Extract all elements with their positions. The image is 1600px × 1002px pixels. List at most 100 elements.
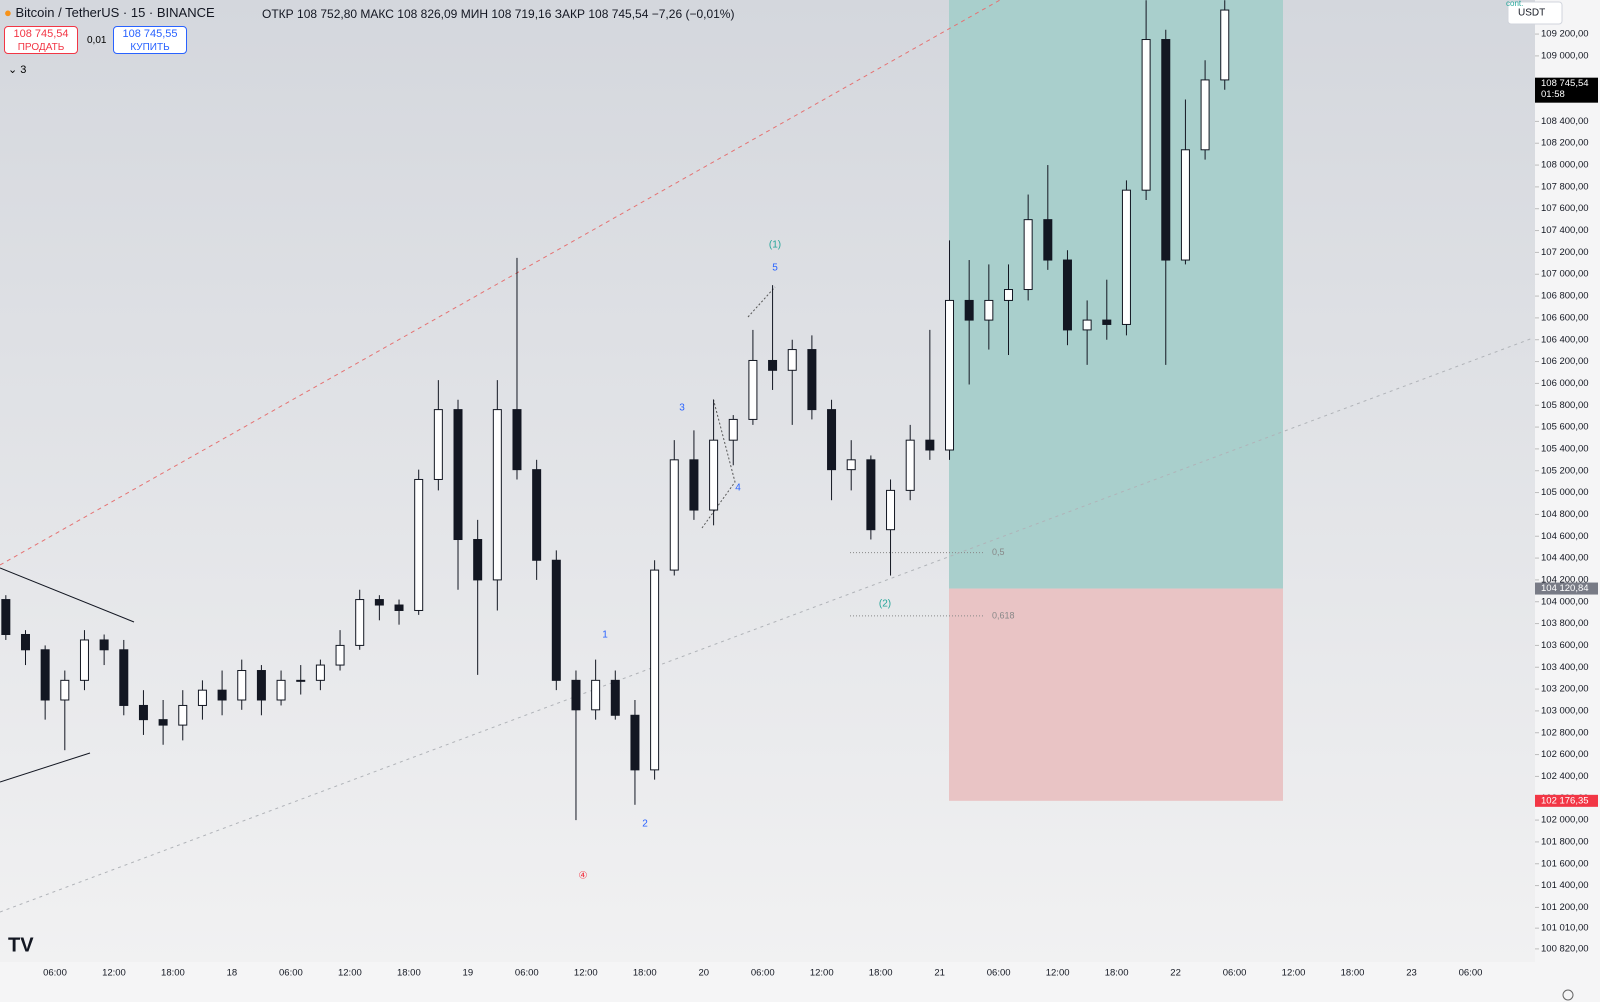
x-tick-label: 12:00 — [338, 968, 362, 979]
buy-label[interactable]: КУПИТЬ — [130, 42, 170, 53]
y-tick-label: 106 600,00 — [1541, 312, 1589, 323]
y-tick-label: 106 200,00 — [1541, 356, 1589, 367]
candle-body — [512, 409, 522, 471]
x-tick-label: 18:00 — [161, 968, 185, 979]
sell-button[interactable]: 108 745,54 ПРОДАТЬ — [4, 26, 78, 54]
indicators-toggle[interactable]: ⌄ 3 — [8, 64, 27, 76]
candle-body — [1180, 149, 1190, 261]
y-tick-label: 102 600,00 — [1541, 749, 1589, 760]
y-tick-label: 104 800,00 — [1541, 509, 1589, 520]
x-tick-label: 06:00 — [1223, 968, 1247, 979]
y-tick-label: 101 800,00 — [1541, 836, 1589, 847]
wave-label: 2 — [642, 819, 648, 830]
indicators-count[interactable]: 3 — [20, 64, 27, 76]
y-tick-label: 107 200,00 — [1541, 247, 1589, 258]
candle-body — [433, 409, 443, 480]
candle-body — [571, 679, 581, 711]
candle-body — [669, 459, 679, 571]
high-label: МАКС — [360, 7, 394, 21]
x-tick-label: 20 — [698, 968, 709, 979]
y-tick-label: 102 800,00 — [1541, 727, 1589, 738]
ohlc: ОТКР 108 752,80 МАКС 108 826,09 МИН 108 … — [262, 7, 734, 21]
loss-zone — [949, 588, 1283, 801]
x-tick-label: 06:00 — [43, 968, 67, 979]
candle-body — [787, 349, 797, 371]
candle-body — [60, 679, 70, 701]
y-tick-label: 101 600,00 — [1541, 858, 1589, 869]
y-tick-label: 105 800,00 — [1541, 400, 1589, 411]
candle-body — [630, 714, 640, 771]
plot-background — [0, 0, 1535, 962]
candle-body — [1062, 259, 1072, 331]
candle-body — [610, 679, 620, 716]
y-tick-label: 107 400,00 — [1541, 225, 1589, 236]
wave-label: 3 — [679, 403, 685, 414]
candle-body — [79, 639, 89, 681]
low-label: МИН — [460, 7, 488, 21]
x-tick-label: 18:00 — [633, 968, 657, 979]
y-tick-label: 100 820,00 — [1541, 943, 1589, 954]
candle-body — [20, 633, 30, 651]
y-tick-label: 103 400,00 — [1541, 662, 1589, 673]
wedge-line — [0, 752, 91, 783]
sell-price[interactable]: 108 745,54 — [13, 28, 69, 40]
last-price-countdown: 01:58 — [1541, 89, 1565, 100]
wave-label: 5 — [772, 263, 778, 274]
y-tick-label: 103 600,00 — [1541, 640, 1589, 651]
wave-label: (2) — [879, 599, 891, 610]
high-value: 108 826,09 — [397, 7, 458, 21]
x-tick-label: 18:00 — [1105, 968, 1129, 979]
x-tick-label: 18:00 — [869, 968, 893, 979]
candle-body — [1003, 289, 1013, 301]
currency-button[interactable] — [1507, 1, 1563, 25]
y-tick-label: 104 200,00 — [1541, 574, 1589, 585]
x-tick-label: 18:00 — [397, 968, 421, 979]
spread: 0,01 — [87, 35, 107, 46]
wave-label: (1) — [769, 240, 781, 251]
x-tick-label: 06:00 — [987, 968, 1011, 979]
y-tick-label: 101 200,00 — [1541, 902, 1589, 913]
buy-price[interactable]: 108 745,55 — [122, 28, 178, 40]
candle-body — [748, 359, 758, 420]
close-value: 108 745,54 — [588, 7, 649, 21]
low-value: 108 719,16 — [491, 7, 552, 21]
currency[interactable]: USDT — [1518, 8, 1545, 19]
profit-zone — [949, 0, 1283, 589]
x-tick-label: 06:00 — [1459, 968, 1483, 979]
sell-label[interactable]: ПРОДАТЬ — [17, 42, 65, 53]
candle-body — [1082, 319, 1092, 331]
open-label: ОТКР — [262, 7, 294, 21]
y-tick-label: 108 400,00 — [1541, 116, 1589, 127]
x-tick-label: 18 — [227, 968, 238, 979]
wave-label: 4 — [735, 483, 741, 494]
y-tick-label: 107 800,00 — [1541, 181, 1589, 192]
candle-body — [984, 299, 994, 321]
corner-note: cont. — [1506, 0, 1523, 8]
candle-body — [532, 469, 542, 561]
settings-icon[interactable] — [1562, 989, 1574, 1001]
candle-body — [492, 409, 502, 581]
candle-body — [905, 439, 915, 491]
candle-body — [1220, 9, 1230, 81]
y-tick-label: 106 800,00 — [1541, 291, 1589, 302]
candle-body — [197, 689, 207, 706]
x-tick-label: 06:00 — [279, 968, 303, 979]
y-tick-label: 108 200,00 — [1541, 138, 1589, 149]
logo: TV — [8, 934, 34, 956]
candle-body — [1043, 219, 1053, 261]
fib-label: 0,618 — [992, 610, 1015, 620]
candle-body — [256, 670, 266, 701]
x-tick-label: 12:00 — [1282, 968, 1306, 979]
y-tick-label: 101 400,00 — [1541, 880, 1589, 891]
y-tick-label: 105 200,00 — [1541, 465, 1589, 476]
candle-body — [591, 679, 601, 711]
wave-line — [747, 286, 776, 318]
buy-button[interactable]: 108 745,55 КУПИТЬ — [113, 26, 187, 54]
candle-body — [178, 704, 188, 726]
candle-body — [1023, 219, 1033, 291]
candle-body — [394, 604, 404, 611]
candle-body — [689, 459, 699, 511]
y-tick-label: 104 000,00 — [1541, 596, 1589, 607]
